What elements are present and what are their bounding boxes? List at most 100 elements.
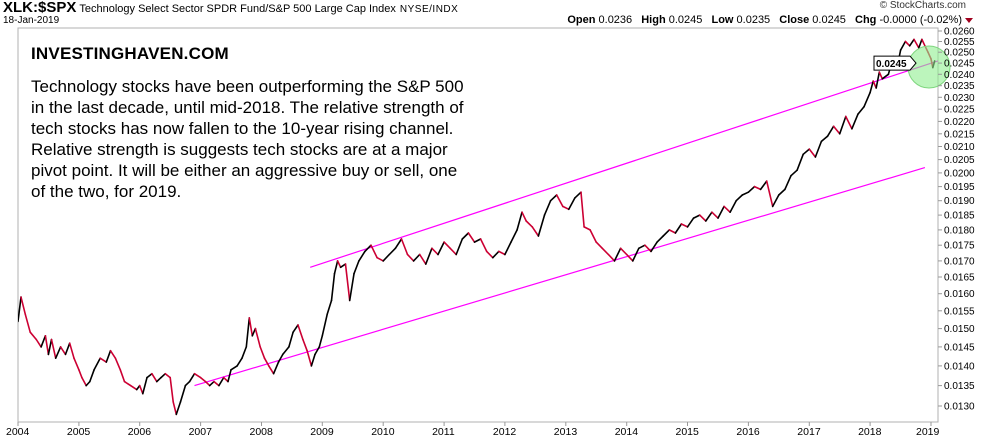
price-segment [81,376,87,387]
price-segment [485,250,494,259]
price-segment [370,244,378,259]
price-segment [297,324,304,341]
price-segment [288,331,294,348]
price-segment [160,372,167,379]
price-segment [93,357,101,371]
price-segment [625,253,634,262]
price-segment [917,38,923,49]
price-segment [424,247,433,265]
price-segment [382,253,391,262]
price-segment [741,191,750,196]
upper-channel-trendline [310,60,939,268]
price-segment [607,253,616,262]
chg-label: Chg [855,14,877,26]
price-segment [747,185,756,193]
price-segment [193,372,202,379]
down-arrow-icon [965,17,973,23]
y-tick-label: 0.0170 [944,256,975,267]
low-label: Low [711,14,734,26]
price-segment [631,247,640,262]
price-segment [644,244,652,253]
price-segment [543,199,552,216]
price-segment [292,324,299,334]
price-segment [844,115,853,130]
price-segment [213,380,220,387]
price-segment [164,372,171,379]
price-segment [549,194,558,202]
chg-value: -0.0000 (-0.02%) [879,14,962,26]
price-segment [832,125,841,135]
overlay-text: Technology stocks have been outperformin… [31,77,464,201]
price-segment [330,272,336,302]
price-segment [40,334,47,348]
price-segment [353,260,360,275]
price-segment [753,185,762,191]
y-tick-label: 0.0255 [944,37,975,48]
y-tick-label: 0.0135 [944,381,975,392]
price-segment [735,194,744,202]
price-segment [525,220,534,228]
price-segment [406,253,415,262]
x-tick-label: 2009 [310,426,334,438]
price-segment [504,241,512,256]
y-tick-label: 0.0175 [944,241,975,252]
price-segment [790,169,798,177]
price-segment [662,229,671,237]
y-tick-label: 0.0235 [944,81,975,92]
price-segment [400,238,409,256]
price-segment [674,223,683,234]
price-segment [348,272,355,302]
y-tick-label: 0.0160 [944,289,975,300]
price-segment [497,250,506,256]
price-segment [443,241,452,250]
price-segment [227,368,232,383]
price-segment [580,191,585,228]
x-tick-label: 2005 [67,426,91,438]
price-segment [199,376,207,383]
price-segment [47,338,53,356]
x-tick-label: 2006 [128,426,152,438]
price-segment [218,376,225,387]
price-segment [306,349,313,367]
y-tick-label: 0.0180 [944,225,975,236]
y-tick-label: 0.0220 [944,117,975,128]
price-segment [516,211,523,231]
price-segment [899,40,907,51]
y-tick-label: 0.0245 [944,59,975,70]
y-tick-label: 0.0250 [944,48,975,59]
y-tick-label: 0.0200 [944,168,975,179]
price-segment [904,40,911,47]
price-segment [863,91,871,108]
price-segment [251,327,257,337]
y-axis: 0.02600.02550.02500.02450.02400.02350.02… [938,27,975,413]
price-segment [461,232,470,240]
price-segment [236,357,243,367]
y-tick-label: 0.0150 [944,324,975,335]
price-segment [281,346,290,356]
price-segment [272,361,280,375]
y-tick-label: 0.0190 [944,196,975,207]
price-segment [129,384,138,391]
price-segment [241,346,248,360]
price-segment [613,247,622,262]
x-axis: 2004 2005 2006 2007 2008 2009 2010 2011 2012 2013… [6,422,940,438]
price-segment [704,211,713,222]
chart-exchange: NYSE/INDX [399,4,459,15]
price-segment [78,368,83,379]
price-segment [412,253,421,262]
x-tick-label: 2004 [6,426,30,438]
last-value-box [873,55,917,71]
x-tick-label: 2015 [676,426,700,438]
price-segment [184,380,191,387]
x-tick-label: 2016 [736,426,760,438]
price-segment [18,296,22,323]
price-segment [802,148,811,156]
x-tick-label: 2019 [916,426,940,438]
price-segment [248,317,254,337]
price-segment [142,376,148,395]
price-segment [418,253,427,265]
close-value: 0.0245 [812,14,846,26]
price-segment [729,199,738,213]
price-segment [119,368,126,383]
price-segment [567,197,576,211]
